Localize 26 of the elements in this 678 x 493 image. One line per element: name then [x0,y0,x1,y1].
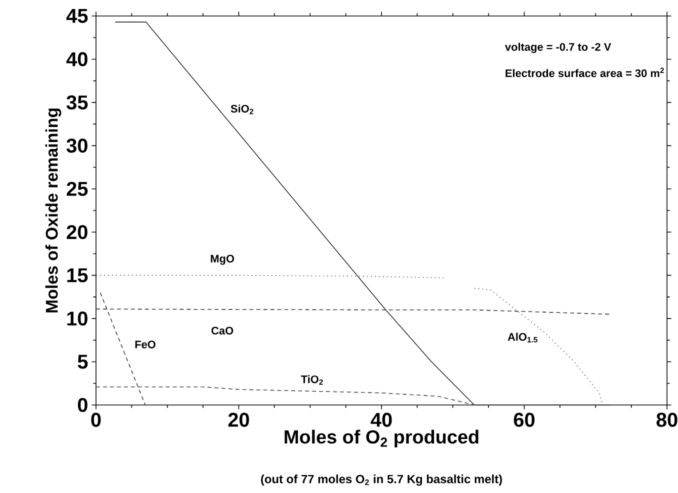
y-axis-title: Moles of Oxide remaining [45,108,62,312]
y-tick-label: 45 [66,9,88,23]
x-tick-label: 20 [228,412,250,427]
x-axis-title: Moles of O$_{2}$ produced [284,430,478,448]
annotation: voltage = -0.7 to -2 V [504,42,612,54]
y-tick-label: 10 [67,312,88,326]
y-tick-label: 25 [66,182,88,196]
y-tick-label: 35 [66,95,88,110]
x-tick-label: 80 [656,412,678,427]
y-tick-label: 15 [67,268,88,282]
series-label: FeO [135,340,156,348]
series-label: MgO [210,254,234,265]
series-label: SiO$_{2}$ [230,104,254,114]
x-tick-label: 0 [91,412,101,427]
y-tick-label: 0 [78,398,88,412]
y-tick-label: 30 [66,138,88,153]
y-tick-label: 40 [66,52,88,66]
text: (out of 77 moles O$_{2}$ in 5.7 Kg basaltic melt) [261,474,502,486]
x-tick-label: 60 [514,412,535,427]
series-label: AlO$_{1.5}$ [508,332,538,342]
y-tick-label: 20 [66,225,88,240]
y-tick-label: 5 [78,354,88,369]
series-label: TiO$_{2}$ [300,375,323,385]
annotation: Electrode surface area = 30 m$^{2}$ [506,68,664,78]
series-label: CaO [212,326,234,335]
x-tick-label: 40 [370,412,392,427]
